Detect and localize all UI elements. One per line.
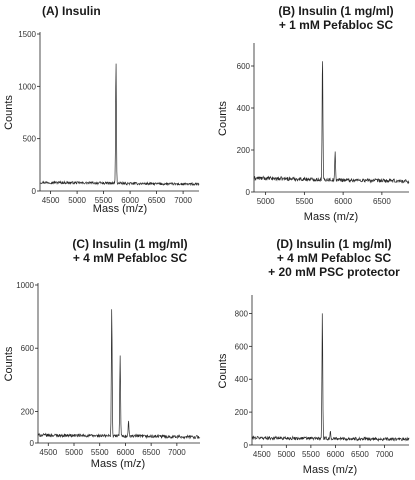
spectrum-trace — [37, 309, 201, 440]
y-tick-label: 200 — [235, 408, 249, 417]
panel-title-line: + 4 mM Pefabloc SC — [73, 251, 188, 265]
panel-title-line: (C) Insulin (1 mg/ml) — [72, 237, 187, 251]
x-tick-label: 6500 — [373, 197, 391, 206]
panel-title-line: (B) Insulin (1 mg/ml) — [278, 4, 393, 18]
x-tick-label: 6000 — [121, 196, 139, 205]
spectrum-trace — [253, 61, 410, 185]
x-tick-label: 7000 — [168, 448, 186, 457]
y-tick-label: 0 — [246, 188, 251, 197]
x-tick-label: 6000 — [117, 448, 135, 457]
x-tick-label: 4500 — [39, 448, 57, 457]
panel-title-line: + 4 mM Pefabloc SC — [277, 251, 392, 265]
y-tick-label: 0 — [244, 441, 249, 450]
y-tick-label: 200 — [21, 407, 35, 416]
panel-d: (D) Insulin (1 mg/ml)+ 4 mM Pefabloc SC+… — [217, 237, 410, 476]
x-tick-label: 5500 — [295, 197, 313, 206]
x-tick-label: 5500 — [91, 448, 109, 457]
y-tick-label: 400 — [235, 375, 249, 384]
panel-title-line: + 20 mM PSC protector — [268, 265, 400, 279]
x-tick-label: 6000 — [334, 197, 352, 206]
spectrum-trace — [39, 63, 200, 187]
y-tick-label: 0 — [30, 439, 35, 448]
panel-title-line: (D) Insulin (1 mg/ml) — [276, 237, 391, 251]
x-tick-label: 6500 — [351, 450, 369, 459]
x-tick-label: 6000 — [327, 450, 345, 459]
x-tick-label: 6500 — [142, 448, 160, 457]
x-tick-label: 5000 — [68, 196, 86, 205]
y-tick-label: 0 — [32, 187, 37, 196]
y-tick-label: 800 — [235, 309, 249, 318]
x-tick-label: 5500 — [95, 196, 113, 205]
y-axis-label: Counts — [3, 346, 15, 381]
y-tick-label: 200 — [237, 146, 251, 155]
x-tick-label: 4500 — [42, 196, 60, 205]
x-tick-label: 5000 — [65, 448, 83, 457]
x-axis-label: Mass (m/z) — [91, 458, 145, 470]
panel-a: (A) Insulin 0 500 1000 1500 4500 5000 5500 6000 6… — [3, 4, 200, 215]
y-tick-label: 1000 — [16, 281, 34, 290]
x-axis-label: Mass (m/z) — [93, 203, 147, 215]
spectrum-trace — [251, 313, 410, 442]
x-tick-label: 4500 — [253, 450, 271, 459]
panel-c: (C) Insulin (1 mg/ml)+ 4 mM Pefabloc SC 0… — [3, 237, 201, 470]
y-tick-label: 400 — [237, 104, 251, 113]
panel-title-line: + 1 mM Pefabloc SC — [279, 18, 394, 32]
y-axis-label: Counts — [3, 95, 15, 130]
y-axis-label: Counts — [217, 101, 229, 136]
panel-title-line: (A) Insulin — [42, 4, 101, 18]
y-axis-label: Counts — [217, 353, 229, 388]
x-tick-label: 7000 — [174, 196, 192, 205]
x-tick-label: 6500 — [148, 196, 166, 205]
y-tick-label: 600 — [235, 342, 249, 351]
y-tick-label: 1000 — [18, 82, 36, 91]
x-tick-label: 5500 — [302, 450, 320, 459]
x-axis-label: Mass (m/z) — [303, 464, 357, 476]
x-tick-label: 7000 — [376, 450, 394, 459]
y-tick-label: 500 — [23, 135, 37, 144]
x-tick-label: 5000 — [257, 197, 275, 206]
x-axis-label: Mass (m/z) — [304, 211, 358, 223]
y-tick-label: 600 — [21, 344, 35, 353]
panel-b: (B) Insulin (1 mg/ml)+ 1 mM Pefabloc SC 0… — [217, 4, 410, 223]
y-tick-label: 1500 — [18, 30, 36, 39]
x-tick-label: 5000 — [277, 450, 295, 459]
y-tick-label: 600 — [237, 62, 251, 71]
